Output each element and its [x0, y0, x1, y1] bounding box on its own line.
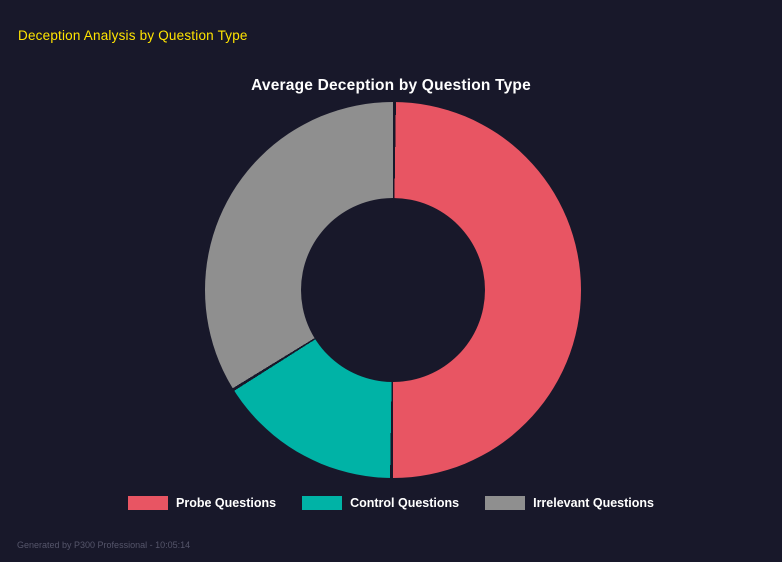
chart-legend: Probe Questions Control Questions Irrele…	[0, 496, 782, 510]
page-title: Deception Analysis by Question Type	[18, 28, 248, 43]
legend-swatch-irrelevant	[485, 496, 526, 510]
legend-item-irrelevant[interactable]: Irrelevant Questions	[485, 496, 654, 510]
legend-item-control[interactable]: Control Questions	[302, 496, 459, 510]
legend-label-probe: Probe Questions	[176, 496, 277, 510]
legend-swatch-probe	[128, 496, 169, 510]
donut-hole	[301, 198, 485, 382]
legend-label-control: Control Questions	[350, 496, 460, 510]
footer-generated-text: Generated by P300 Professional - 10:05:1…	[17, 540, 191, 550]
legend-swatch-control	[302, 496, 343, 510]
legend-item-probe[interactable]: Probe Questions	[128, 496, 276, 510]
donut-chart[interactable]	[205, 102, 581, 478]
legend-label-irrelevant: Irrelevant Questions	[533, 496, 654, 510]
chart-title: Average Deception by Question Type	[251, 77, 531, 94]
